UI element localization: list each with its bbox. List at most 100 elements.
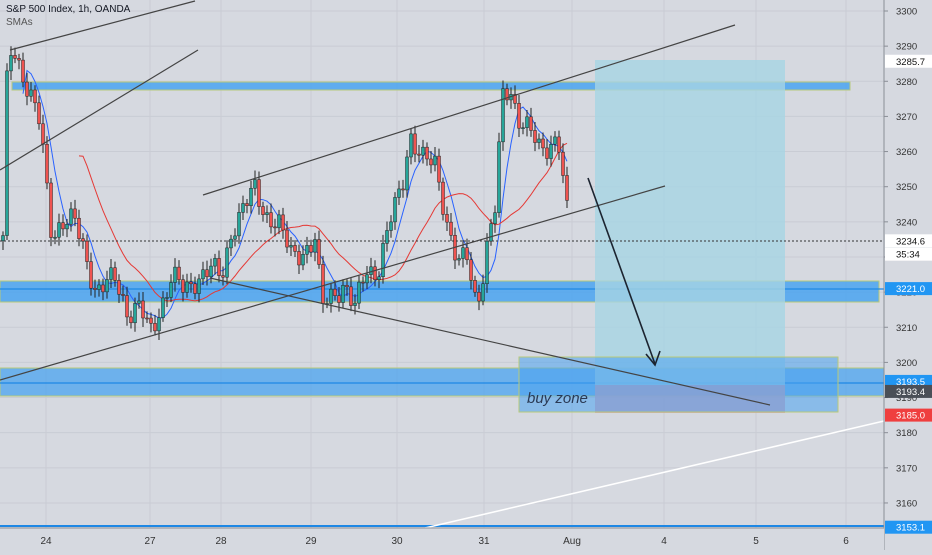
chart-header: S&P 500 Index, 1h, OANDA SMAs — [6, 3, 130, 29]
candle-body — [261, 206, 265, 215]
candle-body — [65, 224, 69, 230]
candle-body — [1, 235, 5, 242]
candle-body — [553, 136, 557, 145]
price-tag-label: 3193.5 — [896, 377, 925, 388]
time-axis[interactable]: 24 27 28 29 30 31 Aug 4 5 6 — [0, 527, 884, 550]
price-tag-bg — [885, 384, 932, 398]
projection-arrow-head — [645, 350, 661, 367]
candle-body — [49, 182, 53, 238]
candle-body — [29, 89, 33, 97]
candle-body — [497, 141, 501, 213]
price-tag-bg — [885, 282, 932, 296]
price-tag-label: 3193.4 — [896, 387, 925, 398]
candle-body — [485, 240, 489, 284]
candle-body — [301, 254, 305, 266]
candle-body — [321, 264, 325, 304]
price-tag-bg — [885, 234, 932, 248]
price-tick-label: 3250 — [896, 182, 917, 193]
candle-body — [281, 214, 285, 231]
time-tick-label: 27 — [144, 536, 156, 547]
price-tag-bg — [885, 520, 932, 534]
candle-body — [365, 274, 369, 284]
candle-body — [385, 230, 389, 244]
time-tick-label: 29 — [305, 536, 317, 547]
candle-body — [297, 251, 301, 266]
candle-body — [549, 144, 553, 159]
candle-body — [137, 300, 141, 304]
candle-body — [313, 239, 317, 253]
candle-body — [521, 127, 525, 129]
symbol-title[interactable]: S&P 500 Index, 1h, OANDA — [6, 4, 131, 15]
price-tick-label: 3280 — [896, 77, 917, 88]
candle-body — [397, 188, 401, 198]
candle-body — [525, 116, 529, 128]
trendline-rising-left — [0, 49, 199, 171]
time-tick-label: 30 — [391, 536, 403, 547]
time-tick-label: 6 — [843, 536, 849, 547]
candle-body — [17, 58, 21, 61]
candle-body — [285, 229, 289, 248]
candle-body — [421, 146, 425, 156]
candle-body — [61, 222, 65, 230]
target-box — [595, 60, 785, 385]
trendline-top-left — [9, 0, 196, 51]
candle-body — [513, 94, 517, 104]
candle-body — [121, 294, 125, 296]
candle-body — [181, 279, 185, 293]
candle-body — [405, 156, 409, 191]
candle-body — [341, 285, 345, 303]
trendline-white — [424, 420, 885, 529]
candle-body — [377, 276, 381, 280]
candle-body — [209, 265, 213, 278]
candle-body — [53, 236, 57, 239]
candle-body — [213, 258, 217, 267]
candle-body — [69, 208, 73, 225]
candle-body — [25, 81, 29, 97]
candle-body — [185, 281, 189, 293]
candle-body — [349, 286, 353, 306]
price-tick-label: 3260 — [896, 147, 917, 158]
candle-body — [37, 102, 41, 125]
indicator-label[interactable]: SMAs — [6, 17, 33, 28]
candle-body — [165, 297, 169, 299]
candle-body — [57, 222, 61, 238]
candle-body — [529, 116, 533, 131]
candle-body — [401, 188, 405, 191]
price-tick-label: 3160 — [896, 498, 917, 509]
candle-body — [473, 280, 477, 293]
candle-body — [465, 247, 469, 261]
candle-body — [409, 133, 413, 158]
candle-body — [257, 179, 261, 207]
candle-body — [489, 223, 493, 242]
price-tag-label: 35:34 — [896, 250, 920, 261]
candle-body — [381, 243, 385, 277]
sma-lines — [22, 69, 568, 319]
price-tag-label: 3285.7 — [896, 57, 925, 68]
price-tick-label: 3240 — [896, 217, 917, 228]
candle-body — [329, 288, 333, 304]
price-axis[interactable]: 3160317031803190320032103220323032403250… — [883, 0, 932, 550]
trendlines — [0, 0, 885, 529]
time-tick-label: 4 — [661, 536, 667, 547]
price-tick-label: 3290 — [896, 42, 917, 53]
price-tag-label: 3153.1 — [896, 523, 925, 534]
candle-body — [357, 281, 361, 304]
candle-body — [113, 267, 117, 281]
candle-body — [293, 245, 297, 252]
candle-body — [237, 212, 241, 237]
candle-body — [177, 266, 181, 280]
candle-body — [269, 212, 273, 228]
candle-body — [205, 269, 209, 278]
candle-body — [481, 283, 485, 302]
candle-body — [249, 187, 253, 206]
candle-body — [537, 138, 541, 143]
price-tick-label: 3210 — [896, 323, 917, 334]
candle-body — [277, 214, 281, 229]
candle-body — [477, 291, 481, 302]
candle-body — [197, 278, 201, 294]
price-tick-label: 3200 — [896, 358, 917, 369]
candle-body — [89, 261, 93, 289]
time-tick-label: 5 — [753, 536, 759, 547]
